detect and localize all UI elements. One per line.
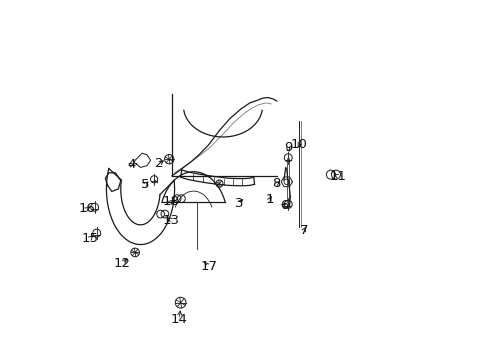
Text: 2: 2 (155, 157, 163, 170)
Text: 10: 10 (290, 138, 307, 151)
Text: 17: 17 (200, 260, 217, 273)
Text: 4: 4 (127, 158, 136, 171)
Text: 9: 9 (284, 141, 292, 154)
Text: 7: 7 (299, 224, 307, 238)
Text: 3: 3 (234, 197, 243, 210)
Text: 6: 6 (279, 199, 287, 212)
Text: 15: 15 (81, 231, 99, 244)
Text: 16: 16 (79, 202, 96, 215)
Text: 1: 1 (265, 193, 273, 206)
Text: 14: 14 (170, 312, 187, 326)
Text: 11: 11 (329, 170, 346, 183)
Text: 12: 12 (113, 257, 130, 270)
Text: 5: 5 (141, 178, 149, 191)
Text: 18: 18 (163, 195, 180, 208)
Text: 8: 8 (272, 177, 281, 190)
Text: 13: 13 (163, 214, 180, 227)
